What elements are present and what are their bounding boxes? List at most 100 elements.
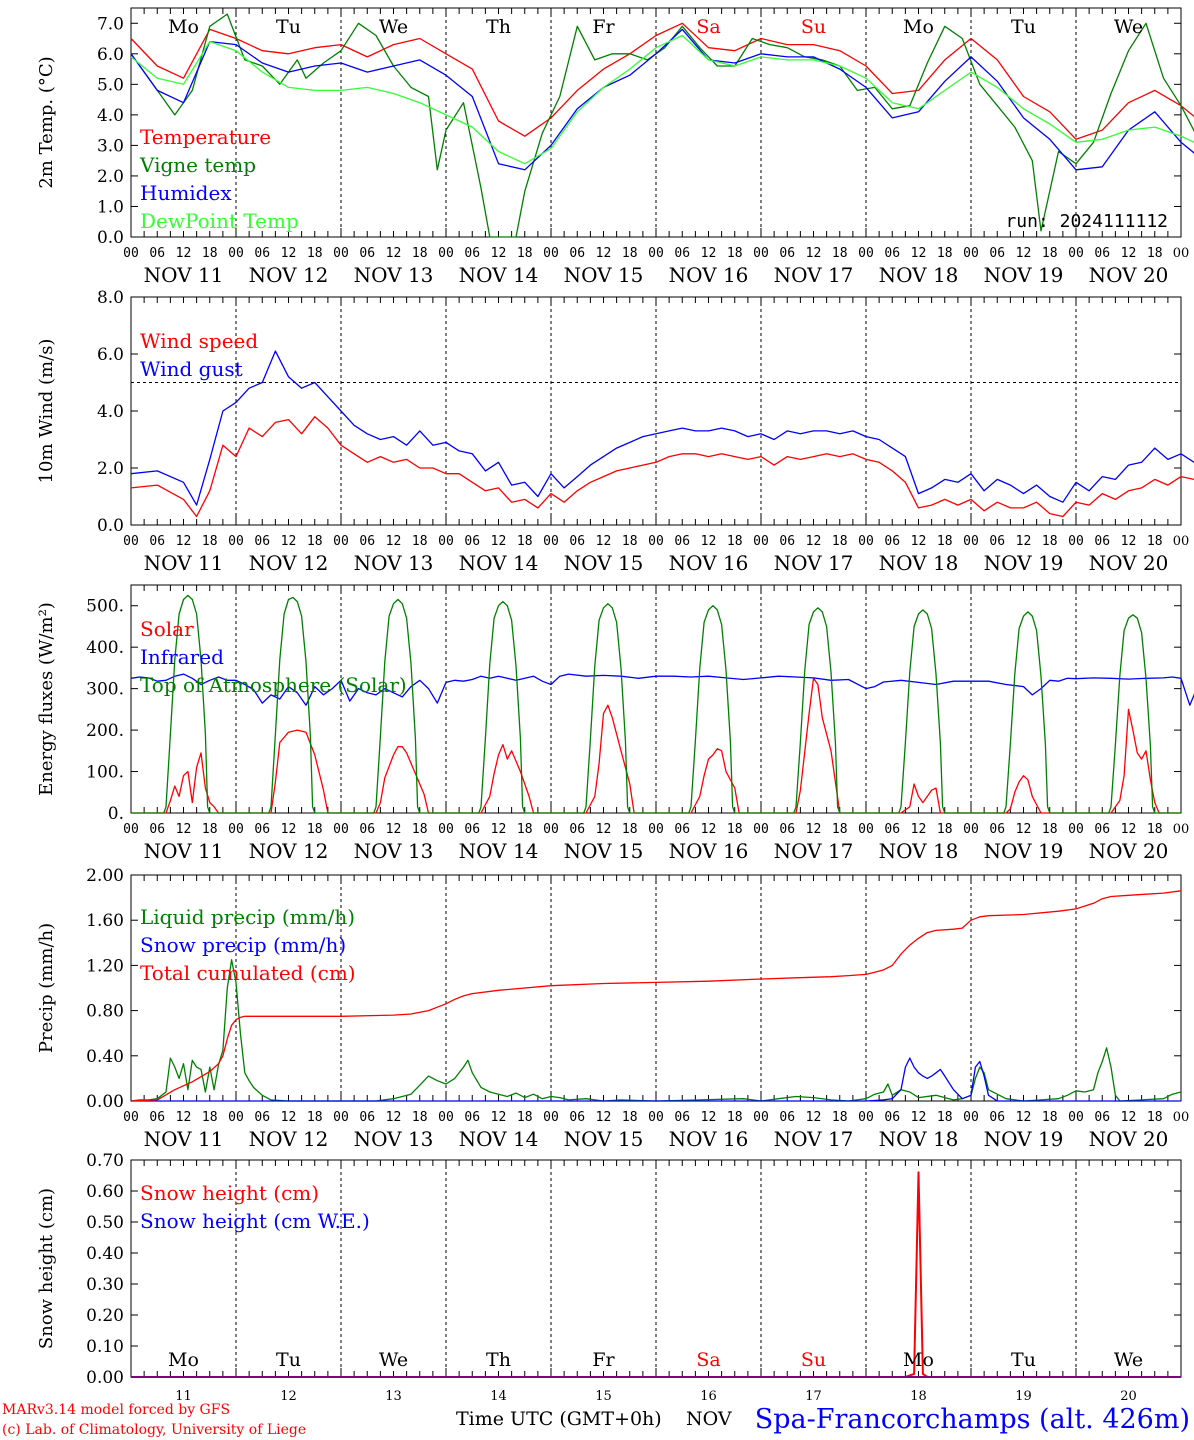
hour-tick-label: 12	[806, 246, 822, 261]
legend-entry: DewPoint Temp	[140, 209, 299, 233]
hour-tick-label: 00	[753, 246, 769, 261]
hour-tick-label: 06	[149, 246, 165, 261]
y-tick-label: 6.0	[97, 345, 124, 365]
hour-tick-label: 18	[1147, 822, 1163, 837]
hour-tick-label: 18	[622, 246, 638, 261]
hour-tick-label: 06	[989, 822, 1005, 837]
panel-precip: 0.00 0.40 0.80 1.20 1.60 2.00 Precip (mm/h) Liq…	[36, 866, 1189, 1151]
footer-model: MARv3.14 model forced by GFS	[2, 1402, 230, 1418]
hour-tick-label: 12	[386, 1110, 402, 1125]
date-label: NOV 14	[459, 1127, 539, 1151]
hour-tick-label: 18	[517, 534, 533, 549]
y-tick-label: 0.0	[97, 228, 124, 248]
hour-tick-label: 00	[1068, 1110, 1084, 1125]
hour-tick-label: 06	[1094, 246, 1110, 261]
hour-tick-label: 06	[1094, 534, 1110, 549]
date-label: NOV 19	[984, 263, 1064, 287]
y-tick-label: 6.0	[97, 45, 124, 65]
hour-tick-label: 12	[911, 1110, 927, 1125]
station-label: Spa-Francorchamps (alt. 426m)	[755, 1404, 1190, 1435]
hour-tick-label: 00	[543, 1110, 559, 1125]
hour-tick-label: 18	[517, 822, 533, 837]
hour-tick-label: 06	[359, 246, 375, 261]
date-label: NOV 18	[879, 839, 959, 863]
date-label: NOV 16	[669, 263, 749, 287]
date-label: NOV 18	[879, 263, 959, 287]
hour-tick-label: 12	[1121, 1110, 1137, 1125]
panel-wind: 0.0 2.0 4.0 6.0 8.0 10m Wind (m/s) Wind speed W…	[36, 288, 1194, 575]
date-label: NOV 20	[1089, 263, 1169, 287]
hour-tick-label: 06	[884, 534, 900, 549]
month-label: NOV	[686, 1408, 732, 1430]
date-label: NOV 11	[144, 1127, 224, 1151]
date-label: NOV 13	[354, 263, 434, 287]
date-label: NOV 14	[459, 551, 539, 575]
hour-tick-label: 00	[1068, 534, 1084, 549]
hour-tick-label: 12	[176, 1110, 192, 1125]
y-tick-label: 0.00	[86, 1368, 124, 1388]
hour-tick-label: 12	[1016, 246, 1032, 261]
hour-tick-label: 12	[596, 822, 612, 837]
day-number-label: 17	[805, 1389, 822, 1404]
y-tick-label: 300.	[86, 680, 124, 700]
hour-tick-label: 06	[254, 534, 270, 549]
y-axis-label: Energy fluxes (W/m²)	[36, 602, 57, 796]
hour-tick-label: 06	[359, 822, 375, 837]
legend-entry: Vigne temp	[139, 153, 256, 177]
hour-tick-label: 12	[176, 534, 192, 549]
legend-entry: Top of Atmosphere (Solar)	[140, 673, 407, 697]
hour-tick-label: 18	[202, 822, 218, 837]
hour-tick-label: 12	[386, 822, 402, 837]
hour-tick-label: 12	[701, 1110, 717, 1125]
hour-tick-label: 00	[963, 534, 979, 549]
y-tick-label: 0.0	[97, 516, 124, 536]
y-tick-label: 1.0	[97, 197, 124, 217]
legend-entry: Total cumulated (cm)	[140, 961, 356, 985]
series-line-snow-precip-mm-h	[131, 1057, 1181, 1102]
hour-tick-label: 06	[569, 534, 585, 549]
weekday-label: We	[1114, 1349, 1143, 1371]
hour-tick-label: 06	[359, 1110, 375, 1125]
hour-tick-label: 00	[963, 1110, 979, 1125]
hour-tick-label: 18	[307, 534, 323, 549]
date-label: NOV 14	[459, 263, 539, 287]
hour-tick-label: 00	[963, 822, 979, 837]
weekday-label: Sa	[696, 1349, 720, 1371]
hour-tick-label: 18	[1147, 1110, 1163, 1125]
hour-tick-label: 18	[622, 1110, 638, 1125]
hour-tick-label: 12	[911, 534, 927, 549]
weekday-label: Sa	[696, 16, 720, 38]
hour-tick-label: 06	[254, 822, 270, 837]
hour-tick-label: 00	[648, 822, 664, 837]
legend-entry: Humidex	[140, 181, 232, 205]
hour-tick-label: 00	[963, 246, 979, 261]
hour-tick-label: 06	[989, 1110, 1005, 1125]
hour-tick-label: 06	[989, 246, 1005, 261]
hour-tick-label: 12	[701, 246, 717, 261]
hour-tick-label: 00	[543, 534, 559, 549]
hour-tick-label: 06	[149, 534, 165, 549]
date-label: NOV 17	[774, 1127, 854, 1151]
hour-tick-label: 00	[1173, 822, 1190, 837]
hour-tick-label: 06	[1094, 1110, 1110, 1125]
weekday-label: Su	[801, 1349, 826, 1371]
weekday-label: Mo	[903, 1349, 934, 1371]
date-label: NOV 15	[564, 1127, 644, 1151]
hour-tick-label: 18	[202, 246, 218, 261]
hour-tick-label: 00	[1173, 246, 1190, 261]
y-tick-label: 2.0	[97, 459, 124, 479]
series-line-top-of-atmosphere-solar	[131, 594, 1181, 814]
hour-tick-label: 00	[1068, 246, 1084, 261]
date-label: NOV 14	[459, 839, 539, 863]
hour-tick-label: 00	[123, 1110, 139, 1125]
date-label: NOV 13	[354, 1127, 434, 1151]
date-label: NOV 15	[564, 263, 644, 287]
hour-tick-label: 18	[832, 822, 848, 837]
hour-tick-label: 06	[464, 822, 480, 837]
hour-tick-label: 06	[884, 246, 900, 261]
hour-tick-label: 00	[123, 534, 139, 549]
panel-energy: 0. 100. 200. 300. 400. 500. Energy fluxes (W/m…	[36, 584, 1194, 863]
hour-tick-label: 06	[779, 246, 795, 261]
y-tick-label: 200.	[86, 721, 124, 741]
